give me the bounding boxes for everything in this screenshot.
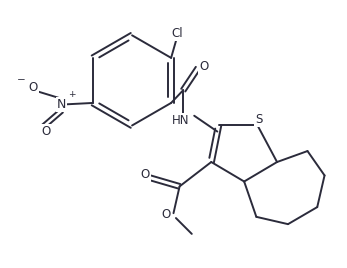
Text: O: O: [41, 125, 50, 138]
Text: S: S: [255, 113, 262, 126]
Text: HN: HN: [172, 114, 189, 127]
Text: O: O: [141, 168, 150, 181]
Text: −: −: [17, 75, 26, 85]
Text: O: O: [162, 208, 171, 221]
Text: N: N: [57, 98, 66, 111]
Text: +: +: [68, 90, 76, 99]
Text: O: O: [199, 61, 209, 73]
Text: Cl: Cl: [171, 27, 183, 40]
Text: O: O: [29, 81, 38, 94]
